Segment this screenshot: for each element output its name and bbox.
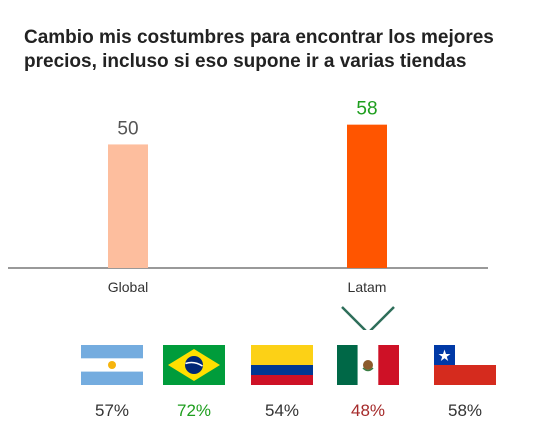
country-value: 72% — [176, 401, 212, 420]
country-brazil: 72% — [159, 345, 229, 421]
bar-latam — [347, 124, 387, 269]
country-colombia: 54% — [247, 345, 317, 421]
chart-title: Cambio mis costumbres para encontrar los… — [24, 27, 494, 72]
country-argentina: 57% — [77, 345, 147, 421]
country-value: 57% — [94, 401, 130, 420]
brazil-flag-icon — [163, 345, 225, 385]
country-value: 54% — [264, 401, 300, 420]
chile-flag-icon — [434, 345, 496, 385]
value-label-global: 50 — [117, 118, 138, 139]
category-label-global: Global — [108, 279, 148, 295]
value-label-latam: 58 — [356, 99, 377, 120]
category-label-latam: Latam — [348, 279, 387, 295]
latam-chevron — [341, 306, 395, 330]
bar-chart: 50 Global 58 Latam — [8, 99, 488, 330]
country-value: 58% — [447, 401, 483, 420]
country-mexico: 48% — [333, 345, 403, 421]
country-chile: 58% — [430, 345, 500, 421]
argentina-flag-icon — [81, 345, 143, 385]
country-value: 48% — [350, 401, 386, 420]
colombia-flag-icon — [251, 345, 313, 385]
mexico-flag-icon — [337, 345, 399, 385]
bar-global — [108, 144, 148, 268]
